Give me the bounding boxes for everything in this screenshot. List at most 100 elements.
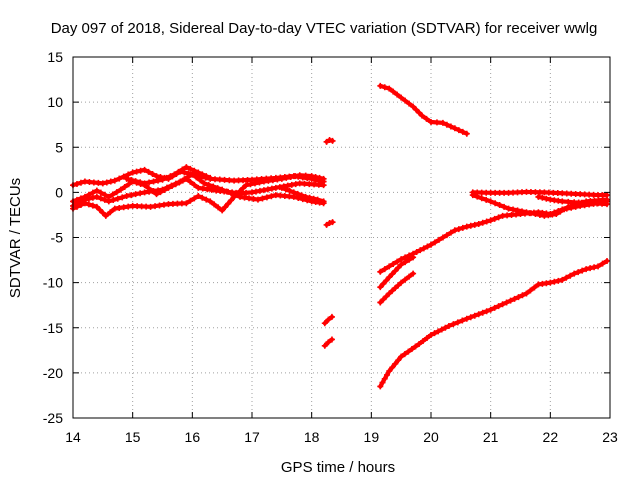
data-point-marker [294,190,301,197]
data-point-marker [302,172,309,179]
data-point-marker [321,320,328,327]
data-point-marker [219,186,226,193]
data-point-marker [278,175,285,182]
data-point-marker [405,348,412,355]
data-point-marker [428,241,434,248]
data-point-marker [137,190,144,197]
data-point-marker [177,178,184,185]
data-point-marker [595,263,602,270]
data-point-marker [325,316,332,323]
data-point-marker [298,192,305,199]
data-point-marker [145,168,152,175]
data-point-marker [254,196,261,203]
data-point-marker [439,119,446,126]
data-point-marker [604,257,611,264]
data-point-marker [451,125,458,132]
data-point-marker [243,182,250,189]
data-point-marker [394,258,401,265]
data-point-marker [536,211,543,218]
data-point-marker [483,218,490,225]
data-point-marker [191,181,198,188]
data-point-marker [398,353,405,360]
data-point-marker [428,118,434,125]
series-blip-4 [321,336,335,349]
data-point-marker [105,198,112,205]
data-point-marker [406,256,413,263]
y-tick-label: 0 [55,184,63,200]
series-line [378,258,610,389]
data-point-marker [443,121,450,128]
data-point-marker [207,198,214,205]
data-point-marker [247,181,254,188]
data-point-marker [503,299,510,306]
data-layer [70,82,611,390]
x-axis-label: GPS time / hours [281,459,395,476]
series-track-11 [377,257,611,390]
data-point-marker [292,173,299,180]
x-tick-label: 20 [423,429,439,445]
series-track-8 [377,198,611,275]
y-axis-label: SDTVAR / TECUs [7,178,24,298]
data-point-marker [454,319,461,326]
data-point-marker [416,109,423,116]
data-point-marker [320,175,327,182]
data-point-marker [527,210,534,217]
data-point-marker [539,194,546,201]
data-point-marker [175,168,182,175]
data-point-marker [398,261,405,268]
data-point-marker [471,312,478,319]
data-point-marker [128,192,135,199]
data-point-marker [210,183,217,190]
data-point-marker [395,357,402,364]
data-point-marker [507,297,514,304]
y-tick-label: 10 [47,94,63,110]
data-point-marker [408,346,415,353]
data-point-marker [433,119,440,126]
data-point-marker [199,171,206,178]
data-point-marker [116,175,123,182]
data-point-marker [93,203,100,210]
data-point-marker [535,193,542,200]
data-point-marker [543,195,550,202]
data-point-marker [380,296,387,303]
series-blip-3 [321,313,335,327]
data-point-marker [159,186,166,193]
data-point-marker [514,207,521,214]
data-point-marker [282,186,289,193]
y-tick-label: 5 [55,139,63,155]
data-point-marker [410,254,417,261]
data-point-marker [326,137,333,144]
data-point-marker [406,273,413,280]
series-blip-2 [323,219,336,228]
data-point-marker [377,299,384,306]
data-point-marker [129,169,136,176]
data-point-marker [195,192,202,199]
data-point-marker [325,339,332,346]
data-point-marker [377,284,384,291]
data-point-marker [308,173,315,180]
data-point-marker [495,214,502,221]
data-point-marker [228,197,235,204]
data-point-marker [251,180,258,187]
data-point-marker [222,204,229,211]
data-point-marker [93,187,100,194]
data-point-marker [424,243,431,250]
data-point-marker [228,190,235,197]
data-point-marker [386,368,393,375]
series-track-6 [123,164,214,187]
data-point-marker [402,97,409,104]
data-point-marker [101,191,108,198]
data-point-marker [532,211,539,218]
data-point-marker [203,173,210,180]
data-point-marker [268,193,275,200]
data-point-marker [187,178,194,185]
data-point-marker [214,185,221,192]
data-point-marker [439,234,446,241]
data-point-marker [97,189,104,196]
data-point-marker [450,321,457,328]
data-point-marker [259,195,266,202]
data-point-marker [263,194,270,201]
data-point-marker [85,201,92,208]
data-point-marker [483,196,490,203]
data-point-marker [455,226,462,233]
